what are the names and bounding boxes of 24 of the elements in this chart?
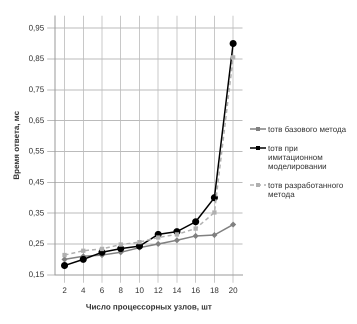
y-tick-label: 0,65 (28, 116, 45, 125)
legend-label: tотв базового метода (268, 125, 346, 134)
x-tick-label: 4 (81, 286, 86, 295)
y-tick-label: 0,45 (28, 178, 45, 187)
y-tick-label: 0,75 (28, 85, 45, 94)
x-tick-label: 2 (62, 286, 68, 295)
y-axis-title: Время ответа, мс (12, 110, 22, 180)
y-tick-label: 0,95 (28, 23, 45, 32)
x-tick-label: 16 (191, 286, 201, 295)
x-tick-label: 14 (172, 286, 182, 295)
x-tick-label: 8 (118, 286, 124, 295)
x-tick-label: 12 (154, 286, 164, 295)
x-tick-label: 6 (100, 286, 105, 295)
y-tick-label: 0,25 (28, 239, 45, 248)
x-tick-label: 20 (228, 286, 238, 295)
y-tick-label: 0,15 (28, 270, 45, 280)
y-tick-label: 0,55 (28, 146, 45, 156)
x-tick-label: 18 (210, 286, 220, 295)
x-tick-label: 10 (135, 286, 144, 295)
x-axis-title: Число процессорных узлов, шт (86, 302, 212, 312)
legend-label: tотв при имитационном моделировании (268, 144, 328, 171)
legend-label: tотв разработанного метода (268, 181, 344, 199)
y-tick-label: 0,35 (28, 208, 45, 218)
y-tick-label: 0,85 (28, 54, 45, 64)
